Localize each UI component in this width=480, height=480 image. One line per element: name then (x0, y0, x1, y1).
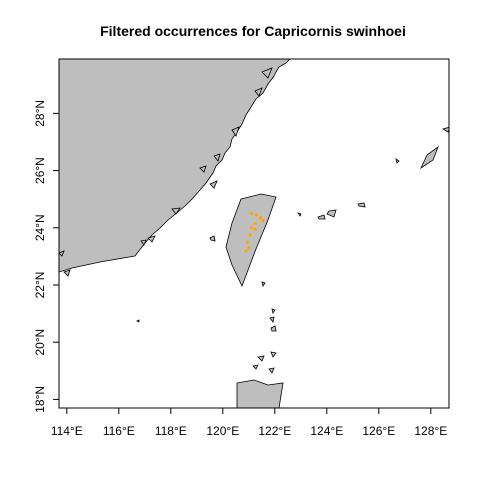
islet (442, 126, 449, 133)
land-layer (59, 59, 449, 408)
x-tick-label: 120°E (206, 424, 239, 438)
x-tick-label: 122°E (258, 424, 291, 438)
coastal-islet (231, 126, 240, 137)
occurrence-point (248, 233, 252, 237)
islet (271, 308, 276, 314)
coastal-islet (254, 87, 263, 97)
occurrence-point (249, 226, 253, 230)
islet (326, 209, 337, 218)
mainland-china (59, 59, 291, 273)
map-frame (58, 58, 450, 409)
coastal-islet (147, 235, 156, 243)
islet (261, 281, 266, 287)
occurrence-point (247, 246, 251, 250)
taiwan-island (225, 193, 277, 288)
islet (317, 214, 326, 220)
x-tick-label: 126°E (362, 424, 395, 438)
occurrence-point (253, 221, 257, 226)
okinawa-island (420, 145, 439, 170)
occurrence-point (261, 219, 265, 223)
coastal-islet (209, 180, 218, 189)
islet (270, 351, 277, 358)
y-tick-label: 20°N (33, 329, 47, 356)
coastal-islet (171, 207, 181, 215)
y-tick-label: 18°N (33, 386, 47, 413)
occurrence-point (244, 249, 248, 253)
occurrence-points (244, 211, 265, 253)
coastal-islet (140, 239, 147, 246)
x-tick-label: 128°E (414, 424, 447, 438)
occurrence-point (245, 240, 250, 244)
coastal-islet (59, 250, 65, 257)
coastal-islet (261, 67, 273, 79)
islet (269, 316, 275, 323)
longitude-axis: 114°E 116°E 118°E 120°E 122°E 124°E 126°E 128°E (51, 408, 447, 438)
y-tick-label: 22°N (33, 272, 47, 299)
y-tick-label: 26°N (33, 157, 47, 184)
coastal-islet (213, 153, 221, 162)
islet (297, 212, 302, 217)
occurrence-point (255, 213, 259, 217)
islet (357, 202, 366, 208)
x-tick-label: 114°E (51, 424, 83, 438)
occurrence-point (253, 227, 257, 231)
luzon-island (236, 379, 284, 408)
islet (270, 325, 277, 332)
occurrence-point (249, 211, 253, 216)
map-title: Filtered occurrences for Capricornis swi… (100, 23, 406, 39)
coastal-islet (199, 165, 207, 173)
islet (252, 364, 259, 370)
x-tick-label: 116°E (103, 424, 135, 438)
islet (395, 158, 400, 164)
x-tick-label: 118°E (155, 424, 187, 438)
islet (136, 319, 140, 323)
islet (268, 367, 275, 374)
y-tick-label: 28°N (33, 100, 47, 127)
islet (257, 355, 265, 362)
occurrence-point (258, 216, 263, 220)
coastal-islet (63, 269, 71, 277)
latitude-axis: 18°N 20°N 22°N 24°N 26°N 28°N (33, 100, 59, 413)
islet (209, 235, 216, 242)
y-tick-label: 24°N (33, 214, 47, 241)
x-tick-label: 124°E (310, 424, 343, 438)
